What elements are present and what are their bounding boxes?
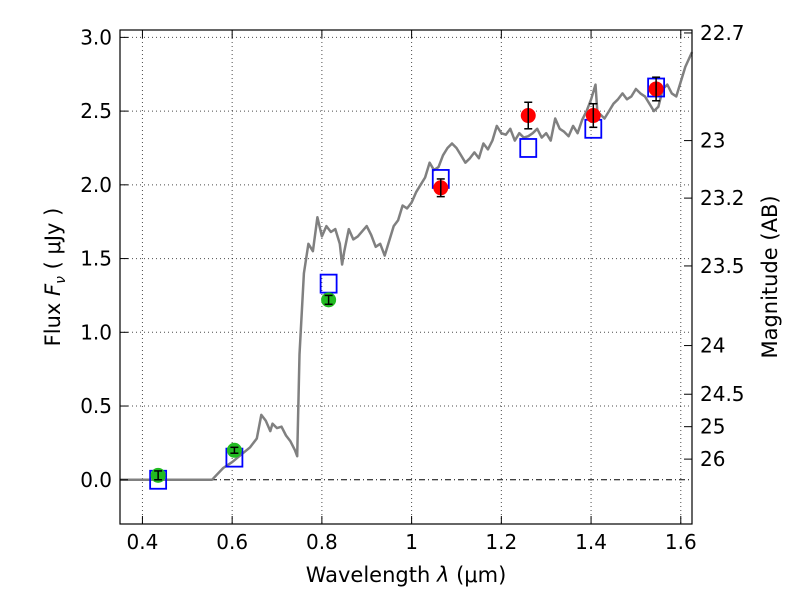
y2-tick-label: 23.2 <box>700 186 745 210</box>
model-square-marker <box>519 138 538 158</box>
x-tick-label: 0.4 <box>127 530 159 554</box>
x-tick-label: 0.8 <box>306 530 338 554</box>
y2-tick-labels: 22.7 23 23.2 23.5 24 24.5 25 26 <box>700 21 745 471</box>
y2-tick-label: 24 <box>700 334 725 358</box>
y2-tick-label: 23.5 <box>700 254 745 278</box>
y2-tick-label: 26 <box>700 447 725 471</box>
axis-ticks <box>120 30 692 524</box>
x-tick-label: 1.4 <box>575 530 607 554</box>
grid <box>120 30 692 524</box>
series-optical-photometry <box>150 292 337 483</box>
y-tick-label: 2.5 <box>80 99 112 123</box>
y2-tick-label: 24.5 <box>700 382 745 406</box>
y2-tick-label: 25 <box>700 415 725 439</box>
y2-tick-label: 23 <box>700 129 725 153</box>
plot-frame <box>119 29 693 525</box>
x-tick-label: 0.6 <box>216 530 248 554</box>
x-tick-label: 1.6 <box>665 530 697 554</box>
y-tick-label: 0.0 <box>80 468 112 492</box>
series-model-photometry <box>149 77 666 490</box>
sed-line <box>120 51 694 482</box>
y-tick-label: 1.0 <box>80 320 112 344</box>
series-nir-photometry <box>433 76 664 198</box>
y2-axis-title: Magnitude (AB) <box>758 195 782 358</box>
x-tick-label: 1 <box>405 530 418 554</box>
x-axis-title: Wavelength λ (μm) <box>306 563 507 587</box>
model-square-marker <box>319 273 338 294</box>
series-model-sed <box>120 51 694 482</box>
series <box>120 51 694 490</box>
x-tick-labels: 0.4 0.6 0.8 1 1.2 1.4 1.6 <box>127 530 697 554</box>
y2-tick-label: 22.7 <box>700 21 745 45</box>
y-axis-title: Flux Fν ( μJy ) <box>41 208 69 347</box>
x-tick-label: 1.2 <box>485 530 517 554</box>
y-tick-label: 2.0 <box>80 173 112 197</box>
y-tick-labels: 0.0 0.5 1.0 1.5 2.0 2.5 3.0 <box>80 25 112 491</box>
y-tick-label: 3.0 <box>80 25 112 49</box>
y-tick-label: 0.5 <box>80 394 112 418</box>
y-tick-label: 1.5 <box>80 247 112 271</box>
